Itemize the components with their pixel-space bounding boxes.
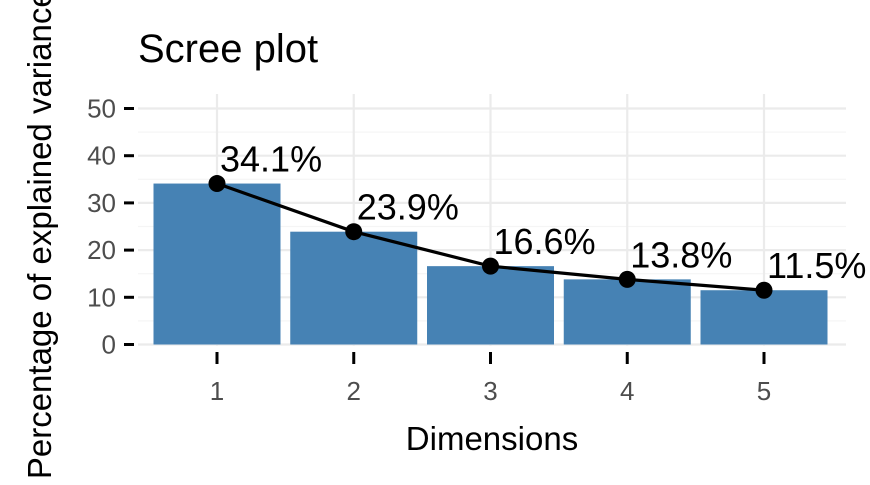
x-tick-label: 1 xyxy=(210,376,224,406)
x-tick-label: 3 xyxy=(483,376,497,406)
y-tick-label: 10 xyxy=(87,282,116,312)
y-tick-label: 0 xyxy=(102,330,116,360)
data-point xyxy=(482,257,499,275)
data-labels: 34.1% 23.9% 16.6% 13.8% 11.5% xyxy=(220,139,866,287)
bar xyxy=(427,266,554,345)
data-label: 34.1% xyxy=(220,139,322,180)
data-label: 23.9% xyxy=(357,187,459,228)
axes: 0 10 20 30 40 50 1 2 3 4 5 xyxy=(87,94,771,407)
bar xyxy=(563,279,691,345)
data-label: 11.5% xyxy=(767,245,866,286)
x-tick-label: 5 xyxy=(757,376,771,406)
data-point xyxy=(345,223,363,241)
y-tick-label: 50 xyxy=(87,94,116,124)
bars xyxy=(153,183,828,345)
chart-title: Scree plot xyxy=(138,27,318,71)
bar xyxy=(153,183,281,345)
points xyxy=(208,175,773,299)
y-tick-label: 30 xyxy=(87,188,116,218)
data-label: 16.6% xyxy=(494,221,596,262)
y-tick-label: 40 xyxy=(87,141,116,171)
bar xyxy=(290,231,418,345)
bar xyxy=(700,290,828,345)
data-point xyxy=(618,270,636,288)
y-tick-label: 20 xyxy=(87,235,116,265)
x-tick-label: 4 xyxy=(620,376,634,406)
data-point xyxy=(208,175,226,193)
x-tick-label: 2 xyxy=(347,376,361,406)
data-label: 13.8% xyxy=(630,234,732,275)
x-axis-title: Dimensions xyxy=(406,420,578,457)
y-axis-title: Percentage of explained variances xyxy=(21,0,58,479)
data-point xyxy=(755,281,773,299)
